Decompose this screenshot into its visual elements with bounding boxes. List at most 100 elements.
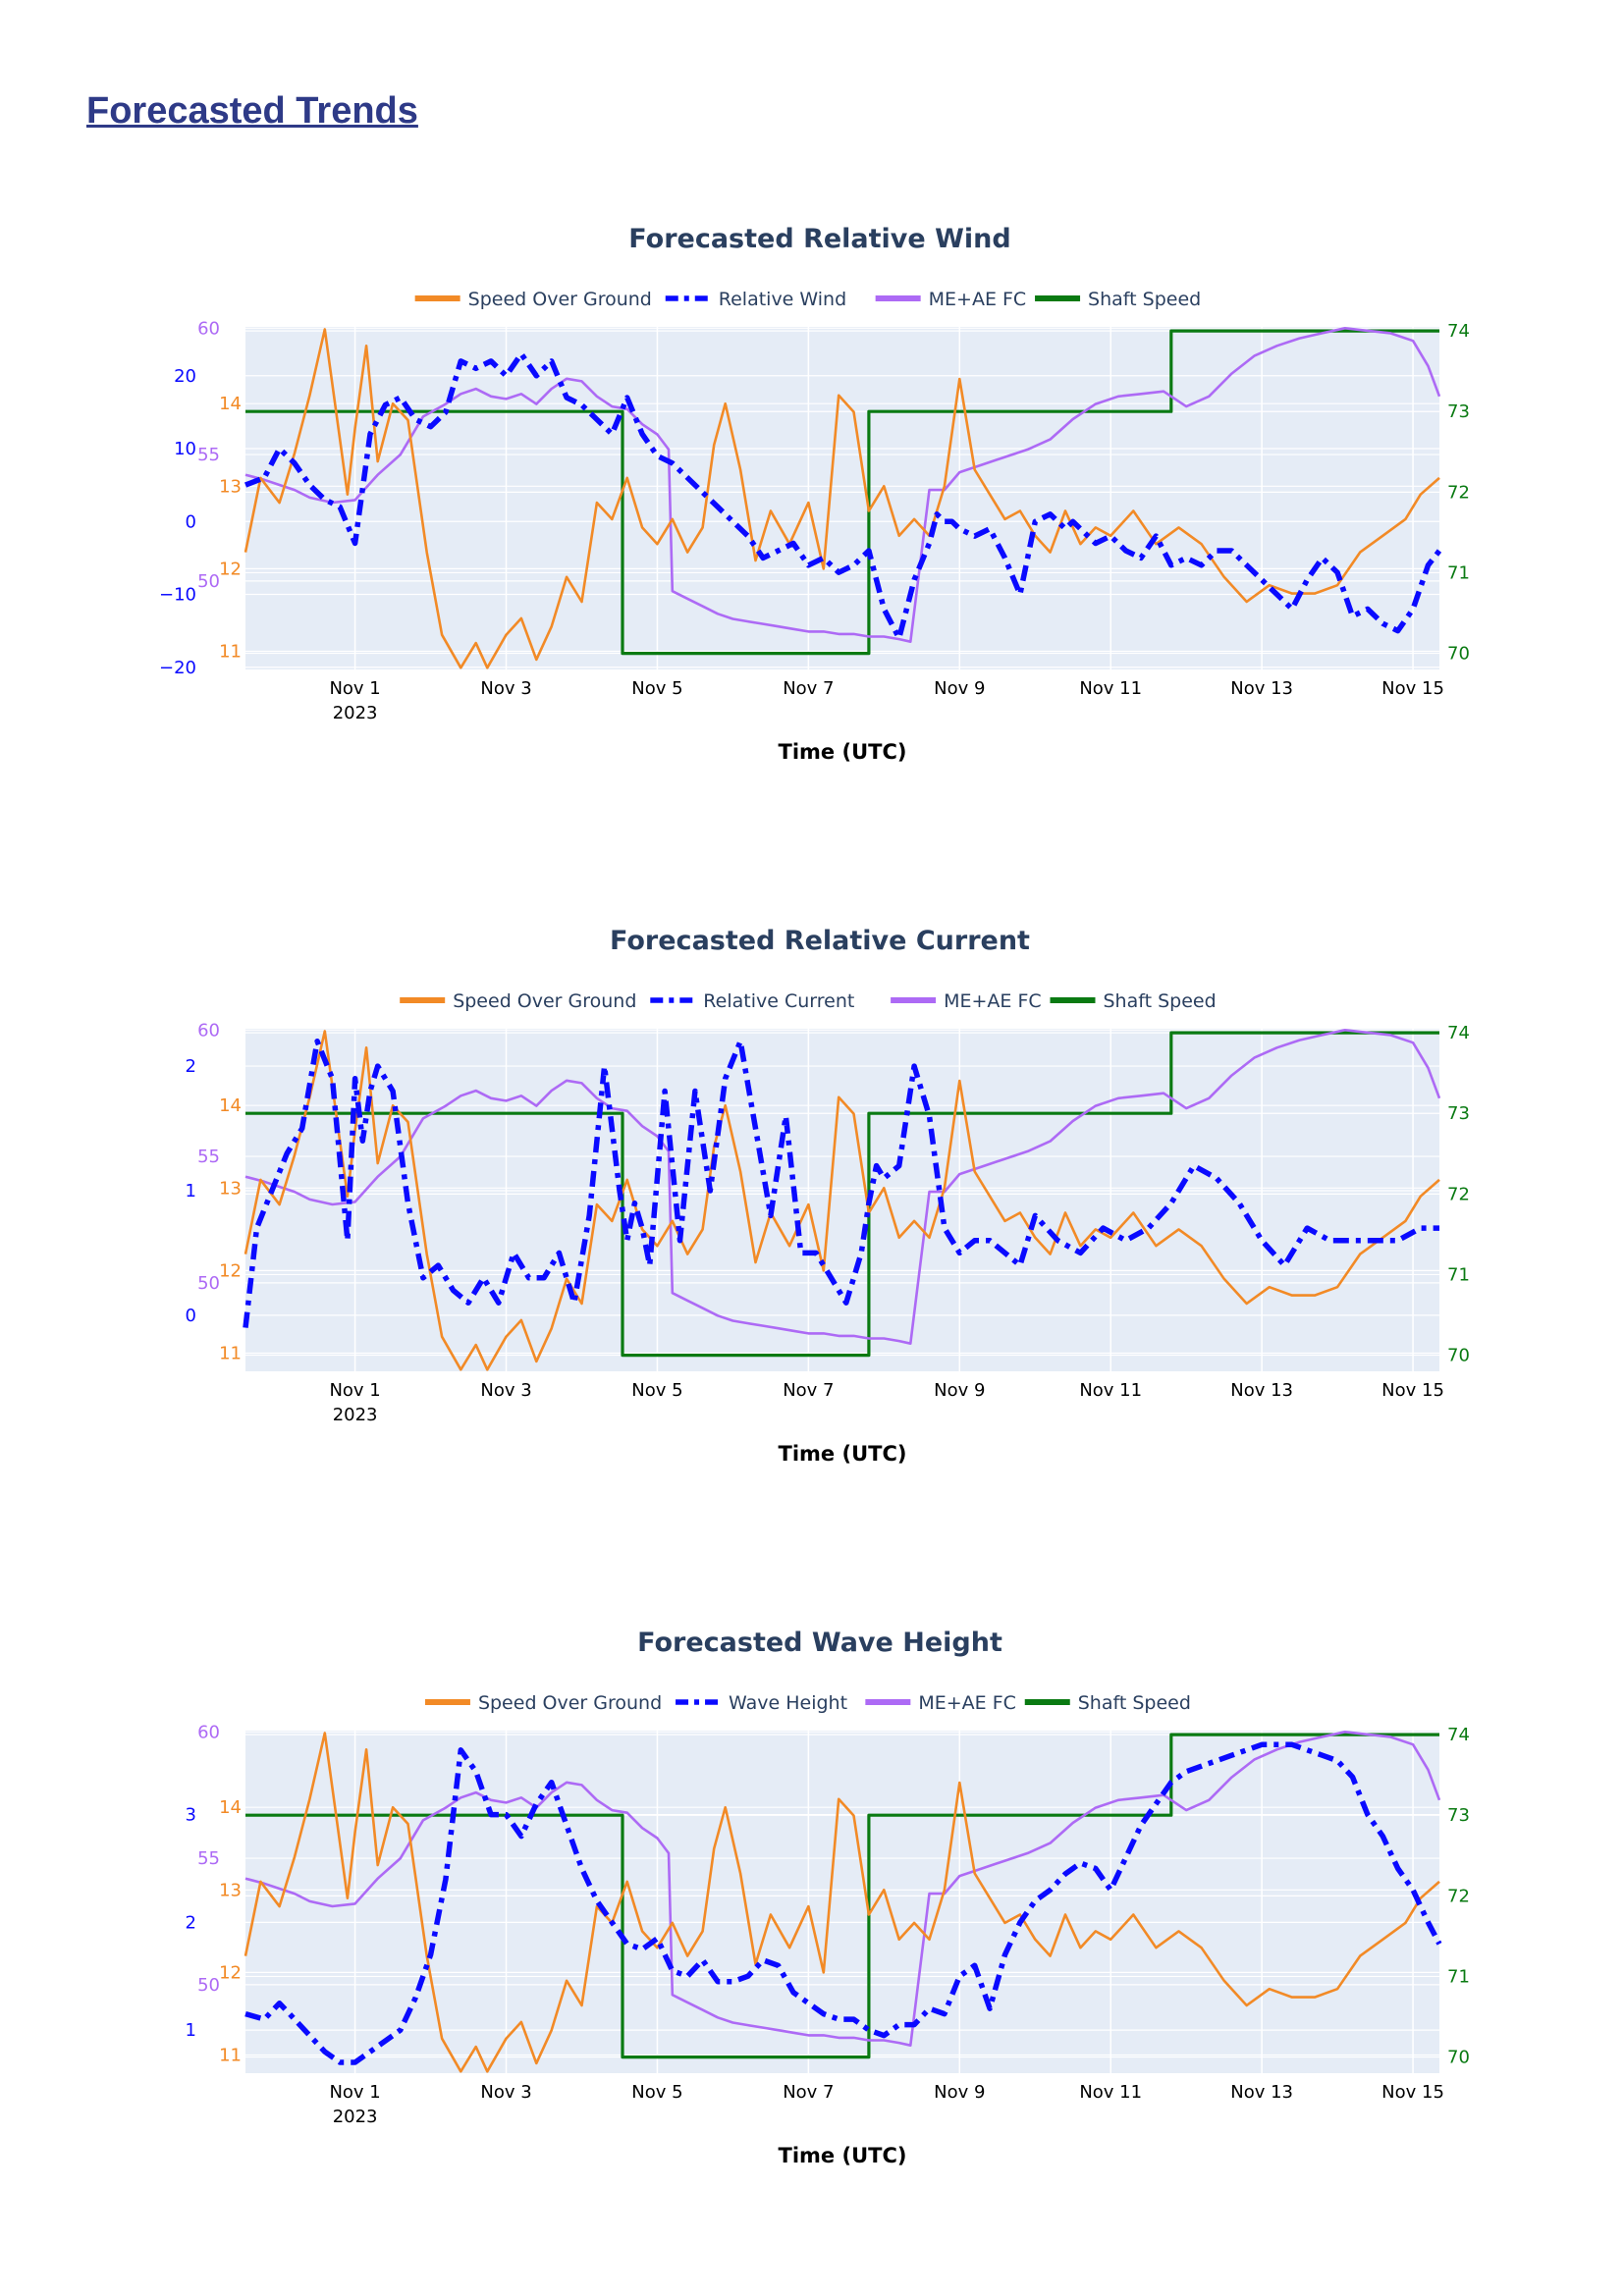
fc-axis-tick-label: 55 [197, 1848, 220, 1869]
chart-title: Forecasted Relative Current [610, 926, 1030, 956]
main-axis-tick-label: 1 [186, 2020, 196, 2041]
x-tick-label: Nov 15 [1381, 1380, 1444, 1401]
x-tick-label: Nov 1 [329, 678, 380, 699]
shaft-axis-tick-label: 72 [1447, 1184, 1470, 1204]
shaft-axis-tick-label: 73 [1447, 401, 1470, 422]
page-title: Forecasted Trends [86, 90, 418, 132]
x-axis-title: Time (UTC) [779, 1442, 907, 1466]
relative-wind-line [244, 350, 1442, 641]
main-axis-tick-label: 2 [186, 1912, 196, 1933]
plot-area [245, 1731, 1439, 2073]
x-tick-sub-label: 2023 [333, 1405, 378, 1425]
legend-label: Shaft Speed [1088, 289, 1201, 310]
x-tick-label: Nov 9 [934, 1380, 985, 1401]
shaft-axis-tick-label: 74 [1447, 1023, 1470, 1043]
x-tick-sub-label: 2023 [333, 703, 378, 723]
legend-label: Speed Over Ground [478, 1692, 662, 1714]
x-tick-label: Nov 7 [783, 1380, 834, 1401]
wave-height-chart-svg: Forecasted Wave Height Speed Over Ground W… [186, 1628, 1470, 2167]
legend-label: Speed Over Ground [453, 990, 636, 1012]
x-tick-label: Nov 5 [631, 678, 682, 699]
sog-axis-tick-label: 12 [219, 559, 242, 579]
me-ae-fc-line [244, 1731, 1441, 2048]
sog-axis-tick-label: 13 [219, 476, 242, 497]
speed-over-ground-line [244, 1030, 1440, 1371]
legend-label: Shaft Speed [1078, 1692, 1191, 1714]
legend-label: Speed Over Ground [468, 289, 652, 310]
wave-height-line [244, 1741, 1442, 2065]
me-ae-fc-line [244, 1029, 1441, 1346]
sog-axis-tick-label: 14 [219, 1095, 242, 1116]
sog-axis-tick-label: 13 [219, 1178, 242, 1199]
wave-height-chart: Forecasted Wave Height Speed Over Ground W… [0, 1610, 1624, 2199]
relative-wind-chart-svg: Forecasted Relative Wind Speed Over Groun… [159, 224, 1470, 764]
x-tick-label: Nov 13 [1230, 678, 1293, 699]
shaft-axis-tick-label: 70 [1447, 644, 1470, 665]
shaft-speed-line [245, 1733, 1439, 2059]
relative-current-line [243, 1038, 1439, 1328]
fc-axis-tick-label: 50 [197, 571, 220, 592]
fc-axis-tick-label: 55 [197, 445, 220, 465]
main-axis-tick-label: 2 [186, 1056, 196, 1077]
sog-axis-tick-label: 13 [219, 1880, 242, 1900]
fc-axis-tick-label: 60 [197, 1722, 220, 1742]
x-tick-label: Nov 3 [480, 2082, 531, 2103]
main-axis-tick-label: −10 [159, 585, 196, 606]
sog-axis-tick-label: 12 [219, 1962, 242, 1983]
x-tick-label: Nov 5 [631, 1380, 682, 1401]
shaft-axis-tick-label: 71 [1447, 1264, 1470, 1285]
x-tick-label: Nov 11 [1079, 2082, 1142, 2103]
shaft-axis-tick-label: 74 [1447, 321, 1470, 342]
fc-axis-tick-label: 55 [197, 1147, 220, 1167]
sog-axis-tick-label: 11 [219, 1343, 242, 1363]
chart-title: Forecasted Wave Height [637, 1628, 1002, 1658]
me-ae-fc-line [244, 327, 1441, 644]
relative-current-chart-svg: Forecasted Relative Current Speed Over Gr… [186, 926, 1470, 1466]
x-tick-label: Nov 7 [783, 678, 834, 699]
shaft-axis-tick-label: 71 [1447, 562, 1470, 583]
x-tick-label: Nov 1 [329, 2082, 380, 2103]
x-tick-label: Nov 13 [1230, 2082, 1293, 2103]
shaft-axis-tick-label: 73 [1447, 1805, 1470, 1826]
shaft-axis-tick-label: 72 [1447, 482, 1470, 503]
shaft-axis-tick-label: 72 [1447, 1886, 1470, 1906]
main-axis-tick-label: 10 [174, 439, 196, 459]
x-tick-label: Nov 15 [1381, 2082, 1444, 2103]
x-tick-label: Nov 7 [783, 2082, 834, 2103]
shaft-axis-tick-label: 74 [1447, 1725, 1470, 1745]
x-tick-label: Nov 11 [1079, 1380, 1142, 1401]
plot-area [245, 1029, 1439, 1371]
speed-over-ground-line [244, 1732, 1440, 2073]
shaft-speed-line [245, 1031, 1439, 1358]
fc-axis-tick-label: 60 [197, 1020, 220, 1041]
shaft-axis-tick-label: 71 [1447, 1966, 1470, 1987]
shaft-axis-tick-label: 70 [1447, 2048, 1470, 2068]
main-axis-tick-label: 0 [186, 1306, 196, 1326]
x-tick-label: Nov 5 [631, 2082, 682, 2103]
x-axis-title: Time (UTC) [779, 740, 907, 764]
x-tick-label: Nov 11 [1079, 678, 1142, 699]
x-tick-label: Nov 15 [1381, 678, 1444, 699]
chart-title: Forecasted Relative Wind [628, 224, 1010, 254]
x-tick-label: Nov 3 [480, 1380, 531, 1401]
legend-label: Relative Current [703, 990, 854, 1012]
fc-axis-tick-label: 60 [197, 318, 220, 339]
fc-axis-tick-label: 50 [197, 1273, 220, 1294]
sog-axis-tick-label: 14 [219, 394, 242, 414]
main-axis-tick-label: 20 [174, 366, 196, 387]
legend-label: Wave Height [729, 1692, 847, 1714]
x-axis-title: Time (UTC) [779, 2144, 907, 2167]
x-tick-sub-label: 2023 [333, 2107, 378, 2127]
x-tick-label: Nov 1 [329, 1380, 380, 1401]
main-axis-tick-label: 0 [186, 511, 196, 532]
shaft-axis-tick-label: 73 [1447, 1103, 1470, 1124]
sog-axis-tick-label: 12 [219, 1260, 242, 1281]
x-tick-label: Nov 9 [934, 2082, 985, 2103]
sog-axis-tick-label: 11 [219, 2045, 242, 2065]
fc-axis-tick-label: 50 [197, 1975, 220, 1996]
relative-current-chart: Forecasted Relative Current Speed Over Gr… [0, 908, 1624, 1497]
legend-label: Relative Wind [719, 289, 846, 310]
main-axis-tick-label: 1 [186, 1181, 196, 1201]
x-tick-label: Nov 3 [480, 678, 531, 699]
main-axis-tick-label: −20 [159, 658, 196, 678]
